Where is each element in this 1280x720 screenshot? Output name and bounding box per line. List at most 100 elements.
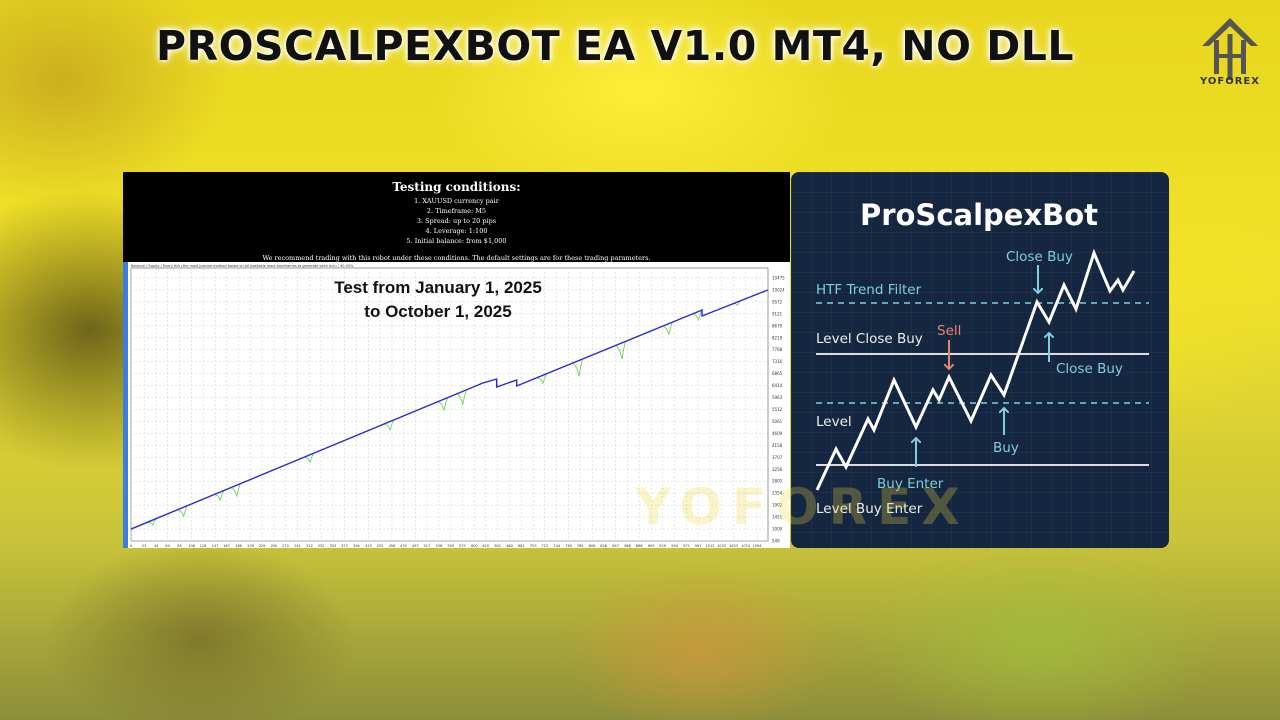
x-tick-label: 1012 bbox=[706, 544, 715, 548]
y-tick-label: 10024 bbox=[772, 287, 785, 292]
x-tick-label: 188 bbox=[235, 544, 242, 548]
x-tick-label: 579 bbox=[459, 544, 466, 548]
y-tick-label: 5512 bbox=[772, 407, 783, 412]
x-tick-label: 64 bbox=[165, 544, 170, 548]
equity-drawdown bbox=[147, 518, 157, 526]
logo-text: YOFOREX bbox=[1200, 76, 1260, 87]
x-tick-label: 765 bbox=[565, 544, 572, 548]
recommendation-text: We recommend trading with this robot und… bbox=[262, 254, 651, 262]
x-tick-label: 703 bbox=[530, 544, 537, 548]
x-tick-label: 497 bbox=[412, 544, 419, 548]
y-tick-label: 6865 bbox=[772, 371, 783, 376]
y-tick-label: 1451 bbox=[772, 515, 783, 520]
x-tick-label: 415 bbox=[365, 544, 372, 548]
y-tick-label: 5061 bbox=[772, 419, 783, 424]
y-tick-label: 10475 bbox=[772, 276, 785, 281]
test-period-line1: Test from January 1, 2025 bbox=[334, 278, 542, 297]
x-tick-label: 517 bbox=[423, 544, 430, 548]
strategy-diagram-panel: ProScalpexBot HTF Trend Filter Level Clo… bbox=[791, 172, 1169, 548]
label-level-buy-enter: Level Buy Enter bbox=[816, 501, 923, 517]
x-tick-label: 229 bbox=[259, 544, 266, 548]
x-tick-label: 312 bbox=[306, 544, 313, 548]
x-tick-label: 373 bbox=[341, 544, 348, 548]
y-tick-label: 1000 bbox=[772, 527, 783, 532]
chart-side-bar bbox=[123, 262, 128, 548]
x-tick-label: 723 bbox=[541, 544, 548, 548]
y-tick-label: 8670 bbox=[772, 323, 783, 328]
conditions-heading: Testing conditions: bbox=[392, 180, 521, 194]
page-title: PROSCALPEXBOT EA V1.0 MT4, NO DLL bbox=[156, 22, 1074, 70]
x-tick-label: 991 bbox=[695, 544, 702, 548]
test-period: Test from January 1, 2025 to October 1, … bbox=[318, 276, 558, 324]
condition-item: 4. Leverage: 1:100 bbox=[425, 227, 488, 235]
chart-legend: Balance / Equity / Every tick (the most … bbox=[131, 264, 354, 268]
x-tick-label: 476 bbox=[400, 544, 407, 548]
label-buy: Buy bbox=[993, 440, 1019, 456]
balance-line bbox=[130, 289, 769, 530]
x-tick-label: 785 bbox=[577, 544, 584, 548]
x-tick-label: 1094 bbox=[753, 544, 763, 548]
label-close-buy-top: Close Buy bbox=[1006, 249, 1073, 265]
label-close-buy-bottom: Close Buy bbox=[1056, 361, 1123, 377]
condition-item: 5. Initial balance: from $1,000 bbox=[406, 237, 507, 245]
strategy-diagram: ProScalpexBot HTF Trend Filter Level Clo… bbox=[815, 198, 1149, 517]
equity-drawdown bbox=[304, 453, 314, 463]
x-tick-label: 85 bbox=[177, 544, 181, 548]
y-tick-label: 2354 bbox=[772, 491, 783, 496]
equity-drawdown bbox=[662, 322, 673, 336]
equity-drawdown bbox=[214, 490, 225, 502]
equity-drawdown bbox=[456, 389, 467, 406]
x-tick-label: 291 bbox=[294, 544, 301, 548]
equity-drawdown bbox=[537, 373, 547, 385]
x-tick-label: 847 bbox=[612, 544, 619, 548]
equity-drawdown bbox=[692, 309, 703, 322]
x-tick-label: 662 bbox=[506, 544, 513, 548]
x-tick-label: 682 bbox=[518, 544, 525, 548]
label-level-close-buy: Level Close Buy bbox=[816, 331, 923, 347]
yoforex-logo-icon bbox=[1202, 18, 1258, 80]
y-tick-label: 7316 bbox=[772, 359, 783, 364]
x-tick-label: 620 bbox=[482, 544, 489, 548]
watermark-text: YOFOREX bbox=[635, 478, 970, 536]
equity-drawdown bbox=[384, 419, 395, 432]
x-tick-label: 435 bbox=[377, 544, 384, 548]
condition-item: 3. Spread: up to 20 pips bbox=[416, 217, 497, 225]
x-tick-label: 250 bbox=[271, 544, 278, 548]
test-period-line2: to October 1, 2025 bbox=[364, 302, 512, 321]
x-tick-label: 538 bbox=[436, 544, 443, 548]
y-tick-label: 1902 bbox=[772, 503, 783, 508]
x-tick-label: 1032 bbox=[717, 544, 726, 548]
x-tick-label: 950 bbox=[671, 544, 678, 548]
label-sell: Sell bbox=[937, 323, 961, 339]
equity-drawdown bbox=[615, 341, 626, 360]
chart-svg: 549 1000 1451 1902 2354 2805 3256 3707 4158 4609 5… bbox=[130, 267, 785, 548]
y-tick-label: 8219 bbox=[772, 335, 783, 340]
x-tick-label: 167 bbox=[223, 544, 230, 548]
x-tick-label: 826 bbox=[600, 544, 607, 548]
y-tick-label: 9572 bbox=[772, 299, 783, 304]
x-tick-label: 1074 bbox=[741, 544, 751, 548]
balance-chart: 549 1000 1451 1902 2354 2805 3256 3707 4158 4609 5… bbox=[123, 262, 790, 548]
y-tick-label: 7768 bbox=[772, 347, 783, 352]
x-tick-label: 744 bbox=[553, 544, 560, 548]
x-tick-label: 270 bbox=[282, 544, 289, 548]
diagram-title: ProScalpexBot bbox=[860, 198, 1098, 232]
condition-item: 1. XAUUSD currency pair bbox=[414, 197, 499, 205]
x-tick-label: 126 bbox=[200, 544, 207, 548]
x-tick-label: 909 bbox=[648, 544, 655, 548]
x-tick-label: 0 bbox=[130, 544, 132, 548]
x-tick-label: 806 bbox=[589, 544, 596, 548]
condition-item: 2. Timeframe: M5 bbox=[426, 207, 487, 215]
x-tick-label: 600 bbox=[471, 544, 478, 548]
x-tick-label: 456 bbox=[389, 544, 396, 548]
y-tick-label: 3707 bbox=[772, 455, 783, 460]
x-tick-label: 929 bbox=[659, 544, 666, 548]
x-tick-label: 394 bbox=[353, 544, 360, 548]
x-tick-label: 147 bbox=[212, 544, 219, 548]
y-tick-label: 2805 bbox=[772, 479, 783, 484]
backtest-panel: Testing conditions: 1. XAUUSD currency p… bbox=[123, 172, 790, 548]
x-tick-label: 44 bbox=[154, 544, 159, 548]
y-tick-label: 3256 bbox=[772, 467, 783, 472]
y-tick-label: 4609 bbox=[772, 431, 783, 436]
x-tick-label: 888 bbox=[636, 544, 643, 548]
